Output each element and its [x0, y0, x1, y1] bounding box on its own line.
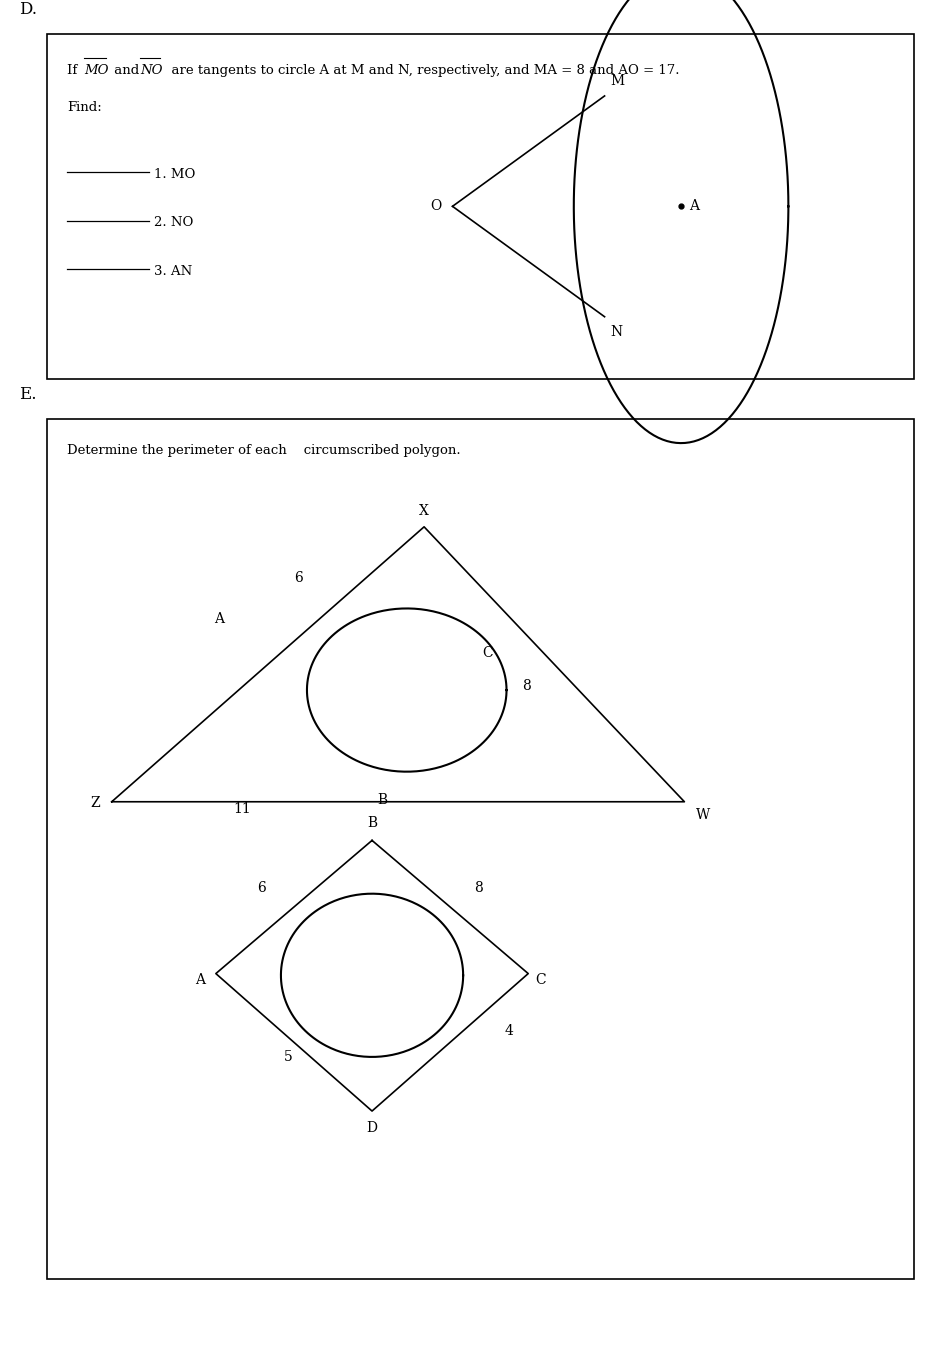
Text: NO: NO: [140, 64, 162, 77]
Text: A: A: [215, 612, 225, 625]
Bar: [47, 34, 914, 379]
Text: 8: 8: [522, 679, 531, 693]
Text: Find:: Find:: [67, 101, 102, 115]
Text: are tangents to circle A at M and N, respectively, and MA = 8 and AO = 17.: are tangents to circle A at M and N, res…: [163, 64, 680, 77]
Text: If: If: [67, 64, 82, 77]
Text: Determine the perimeter of each    circumscribed polygon.: Determine the perimeter of each circumsc…: [67, 444, 461, 457]
Bar: [47, 419, 914, 1279]
Text: B: B: [377, 793, 387, 808]
Text: E.: E.: [19, 386, 36, 403]
Text: O: O: [430, 199, 441, 214]
Text: D: D: [367, 1122, 378, 1135]
Text: 6: 6: [258, 881, 266, 894]
Text: and: and: [110, 64, 144, 77]
Text: 8: 8: [474, 881, 483, 894]
Text: D.: D.: [19, 0, 36, 18]
Text: 5: 5: [284, 1050, 292, 1063]
Text: A: A: [195, 973, 205, 986]
Text: A: A: [689, 199, 700, 214]
Text: 2. NO: 2. NO: [154, 216, 193, 230]
Text: 1. MO: 1. MO: [154, 168, 195, 181]
Text: W: W: [696, 808, 710, 821]
Text: C: C: [536, 973, 546, 986]
Text: 4: 4: [505, 1024, 513, 1038]
Text: C: C: [482, 647, 493, 660]
Text: M: M: [610, 74, 624, 88]
Text: Z: Z: [91, 797, 101, 810]
Text: B: B: [367, 816, 377, 831]
Text: 3. AN: 3. AN: [154, 265, 192, 279]
Text: X: X: [419, 505, 429, 518]
Text: N: N: [610, 325, 622, 338]
Text: MO: MO: [84, 64, 108, 77]
Text: 6: 6: [294, 571, 302, 586]
Text: 11: 11: [233, 801, 251, 816]
